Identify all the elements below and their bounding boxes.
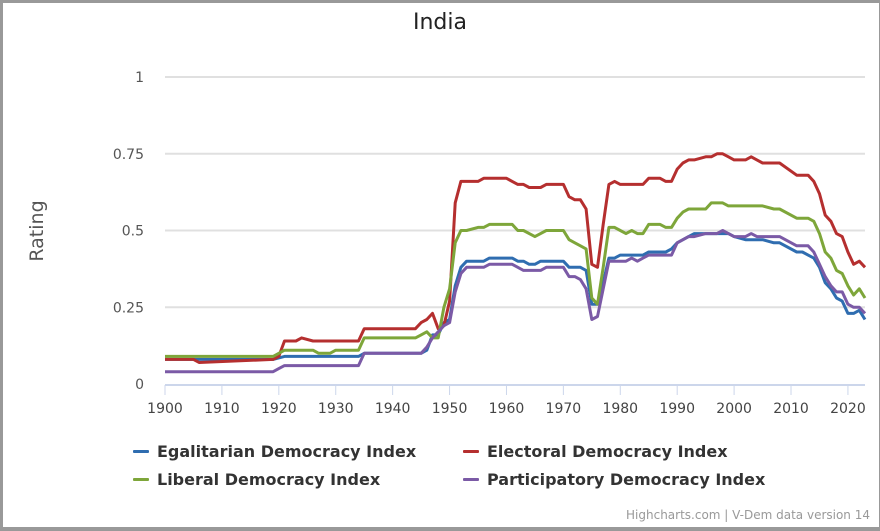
legend-swatch-icon <box>133 478 149 481</box>
x-tick-label: 1910 <box>204 401 240 417</box>
series-line-egalitarian-democracy-index[interactable] <box>165 232 867 361</box>
series-line-participatory-democracy-index[interactable] <box>165 229 867 374</box>
x-tick-label: 1940 <box>375 401 411 417</box>
credits-text[interactable]: Highcharts.com | V-Dem data version 14 <box>626 508 870 522</box>
x-tick-label: 1900 <box>147 401 183 417</box>
legend-label: Egalitarian Democracy Index <box>157 442 417 461</box>
legend-item-egalitarian-democracy-index[interactable]: Egalitarian Democracy Index <box>133 442 416 461</box>
chart-title: India <box>413 10 467 35</box>
legend-label: Participatory Democracy Index <box>487 470 766 489</box>
legend-item-liberal-democracy-index[interactable]: Liberal Democracy Index <box>133 470 380 489</box>
y-tick-label: 1 <box>135 70 144 86</box>
x-tick-label: 2020 <box>830 401 866 417</box>
x-tick-label: 1950 <box>432 401 468 417</box>
x-tick-label: 2000 <box>716 401 752 417</box>
x-tick-label: 1990 <box>659 401 695 417</box>
legend-item-participatory-democracy-index[interactable]: Participatory Democracy Index <box>463 470 765 489</box>
x-tick-label: 1970 <box>546 401 582 417</box>
legend-swatch-icon <box>463 478 479 481</box>
x-tick-label: 1920 <box>261 401 297 417</box>
y-tick-label: 0 <box>135 377 144 393</box>
legend-swatch-icon <box>133 450 149 453</box>
y-axis-label: Rating <box>26 200 48 261</box>
series-line-electoral-democracy-index[interactable] <box>165 152 867 364</box>
y-tick-label: 0.5 <box>122 224 144 240</box>
x-tick-label: 1960 <box>489 401 525 417</box>
legend-label: Electoral Democracy Index <box>487 442 728 461</box>
x-tick-label: 1930 <box>318 401 354 417</box>
x-tick-label: 2010 <box>773 401 809 417</box>
legend-item-electoral-democracy-index[interactable]: Electoral Democracy Index <box>463 442 728 461</box>
series-line-liberal-democracy-index[interactable] <box>165 201 867 358</box>
y-tick-label: 0.75 <box>113 147 144 163</box>
x-tick-label: 1980 <box>602 401 638 417</box>
legend-label: Liberal Democracy Index <box>157 470 381 489</box>
y-tick-label: 0.25 <box>113 300 144 316</box>
legend-swatch-icon <box>463 450 479 453</box>
